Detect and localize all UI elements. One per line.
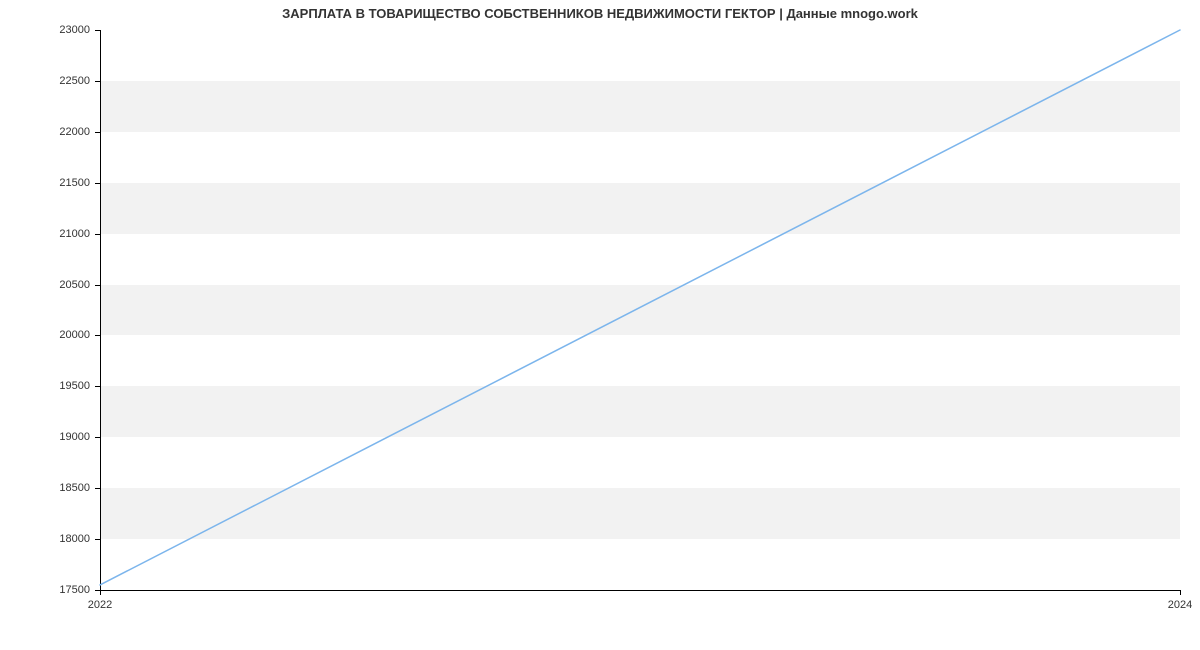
series-layer <box>100 30 1180 590</box>
chart-title: ЗАРПЛАТА В ТОВАРИЩЕСТВО СОБСТВЕННИКОВ НЕ… <box>0 6 1200 21</box>
y-tick-label: 20500 <box>40 279 90 291</box>
y-tick-label: 22500 <box>40 75 90 87</box>
x-tick-label: 2024 <box>1168 599 1192 611</box>
x-tick-label: 2022 <box>88 599 112 611</box>
y-tick-label: 21500 <box>40 177 90 189</box>
y-tick-label: 20000 <box>40 329 90 341</box>
x-tick <box>1180 590 1181 595</box>
y-tick-label: 19000 <box>40 431 90 443</box>
y-tick-label: 18500 <box>40 482 90 494</box>
y-tick-label: 23000 <box>40 24 90 36</box>
y-tick-label: 19500 <box>40 380 90 392</box>
y-tick-label: 17500 <box>40 584 90 596</box>
y-tick-label: 21000 <box>40 228 90 240</box>
series-line-salary <box>100 30 1180 585</box>
y-tick-label: 18000 <box>40 533 90 545</box>
salary-line-chart: ЗАРПЛАТА В ТОВАРИЩЕСТВО СОБСТВЕННИКОВ НЕ… <box>0 0 1200 650</box>
x-axis-line <box>100 590 1180 591</box>
y-tick-label: 22000 <box>40 126 90 138</box>
x-tick <box>100 590 101 595</box>
plot-area: 1750018000185001900019500200002050021000… <box>100 30 1180 590</box>
